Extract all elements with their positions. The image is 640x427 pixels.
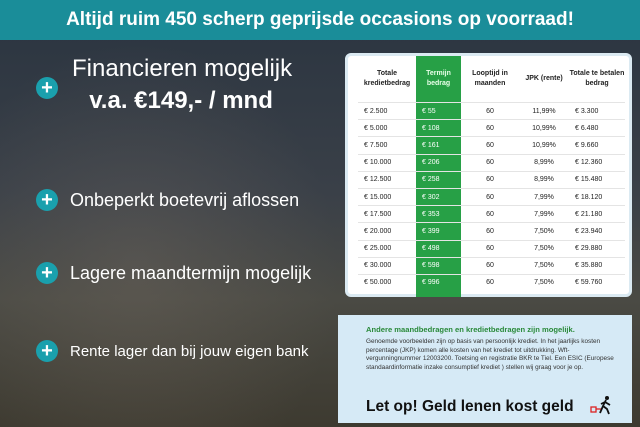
table-row: € 25.000 € 498 60 7,50% € 29.880	[358, 239, 625, 257]
table-cell: € 6.480	[575, 124, 599, 132]
info-heading: Andere maandbedragen en kredietbedragen …	[366, 325, 575, 334]
table-cell: 7,99%	[534, 210, 554, 218]
info-body: Genoemde voorbeelden zijn op basis van p…	[366, 338, 614, 371]
table-cell: 7,50%	[534, 279, 554, 287]
table-cell: € 23.940	[575, 227, 603, 235]
table-cell: € 20.000	[364, 227, 392, 235]
table-cell: € 10.000	[364, 159, 392, 167]
rate-table-card: Totale kredietbedrag Termijn bedrag Loop…	[345, 53, 632, 297]
table-cell: 7,50%	[534, 245, 554, 253]
table-cell: € 15.480	[575, 176, 603, 184]
table-cell: 60	[486, 107, 494, 115]
table-cell: € 161	[422, 141, 440, 149]
table-cell: € 35.880	[575, 262, 603, 270]
table-row: € 2.500 € 55 60 11,99% € 3.300	[358, 102, 625, 119]
table-cell: € 15.000	[364, 193, 392, 201]
table-cell: 8,99%	[534, 176, 554, 184]
bullet-lower-term: + Lagere maandtermijn mogelijk	[36, 262, 311, 284]
table-cell: € 30.000	[364, 262, 392, 270]
bullet-rate: + Rente lager dan bij jouw eigen bank	[36, 340, 309, 362]
plus-icon: +	[36, 189, 58, 211]
table-cell: € 7.500	[364, 141, 388, 149]
header-cell: Looptijd in maanden	[472, 70, 508, 87]
table-cell: € 12.360	[575, 159, 603, 167]
table-cell: € 498	[422, 245, 440, 253]
bullet-financing: + Financieren mogelijk v.a. €149,- / mnd	[36, 55, 292, 115]
table-cell: 60	[486, 176, 494, 184]
table-cell: € 206	[422, 159, 440, 167]
warning-text: Let op! Geld lenen kost geld	[366, 398, 574, 415]
table-cell: € 55	[422, 107, 436, 115]
table-cell: 60	[486, 159, 494, 167]
table-row: € 20.000 € 399 60 7,50% € 23.940	[358, 222, 625, 239]
table-row: € 15.000 € 302 60 7,99% € 18.120	[358, 187, 625, 205]
table-cell: 10,99%	[532, 141, 556, 149]
table-cell: € 21.180	[575, 210, 603, 218]
info-panel: Andere maandbedragen en kredietbedragen …	[338, 315, 632, 423]
table-cell: 60	[486, 124, 494, 132]
table-cell: 7,50%	[534, 227, 554, 235]
table-cell: € 25.000	[364, 245, 392, 253]
table-cell: € 258	[422, 176, 440, 184]
table-cell: € 9.660	[575, 141, 599, 149]
header-cell: JPK (rente)	[525, 75, 563, 82]
plus-icon: +	[36, 262, 58, 284]
financing-price: v.a. €149,- / mnd	[89, 87, 273, 114]
header-cell: Totale te betalen bedrag	[569, 70, 625, 87]
table-row: € 30.000 € 598 60 7,50% € 35.880	[358, 256, 625, 274]
financing-title: Financieren mogelijk	[72, 55, 293, 82]
table-cell: € 598	[422, 262, 440, 270]
table-cell: € 59.760	[575, 279, 603, 287]
header-cell: Totale kredietbedrag	[363, 70, 411, 87]
table-cell: € 50.000	[364, 279, 392, 287]
table-row: € 7.500 € 161 60 10,99% € 9.660	[358, 136, 625, 153]
table-cell: 60	[486, 193, 494, 201]
table-row: € 5.000 € 108 60 10,99% € 6.480	[358, 119, 625, 136]
table-cell: € 399	[422, 227, 440, 235]
table-cell: 8,99%	[534, 159, 554, 167]
rate-table: Totale kredietbedrag Termijn bedrag Loop…	[358, 56, 625, 297]
table-row: € 17.500 € 353 60 7,99% € 21.180	[358, 205, 625, 222]
table-cell: € 302	[422, 193, 440, 201]
table-row: € 50.000 € 996 60 7,50% € 59.760	[358, 273, 625, 291]
table-cell: € 18.120	[575, 193, 603, 201]
table-cell: € 3.300	[575, 107, 599, 115]
table-header: Totale kredietbedrag Termijn bedrag Loop…	[358, 56, 625, 102]
table-cell: € 5.000	[364, 124, 388, 132]
table-cell: 7,99%	[534, 193, 554, 201]
table-cell: € 353	[422, 210, 440, 218]
table-cell: 60	[486, 141, 494, 149]
table-cell: 10,99%	[532, 124, 556, 132]
plus-icon: +	[36, 77, 58, 99]
bullet-text: Lagere maandtermijn mogelijk	[70, 262, 312, 283]
plus-icon: +	[36, 340, 58, 362]
bullet-text: Onbeperkt boetevrij aflossen	[70, 189, 300, 210]
table-cell: 60	[486, 245, 494, 253]
dealership-photo	[0, 40, 340, 427]
table-cell: € 996	[422, 279, 440, 287]
table-cell: € 2.500	[364, 107, 388, 115]
top-banner: Altijd ruim 450 scherp geprijsde occasio…	[0, 0, 640, 40]
table-cell: 60	[486, 262, 494, 270]
table-cell: € 108	[422, 124, 440, 132]
table-row: € 12.500 € 258 60 8,99% € 15.480	[358, 170, 625, 188]
bullet-repay: + Onbeperkt boetevrij aflossen	[36, 189, 299, 211]
running-man-icon	[590, 396, 611, 415]
table-cell: 11,99%	[532, 107, 556, 115]
table-cell: € 17.500	[364, 210, 392, 218]
header-cell: Termijn bedrag	[426, 70, 451, 87]
table-cell: 60	[486, 210, 494, 218]
table-cell: € 29.880	[575, 245, 603, 253]
table-row: € 10.000 € 206 60 8,99% € 12.360	[358, 153, 625, 171]
table-cell: 60	[486, 279, 494, 287]
table-cell: € 12.500	[364, 176, 392, 184]
table-cell: 7,50%	[534, 262, 554, 270]
table-cell: 60	[486, 227, 494, 235]
bullet-text: Rente lager dan bij jouw eigen bank	[70, 342, 309, 360]
